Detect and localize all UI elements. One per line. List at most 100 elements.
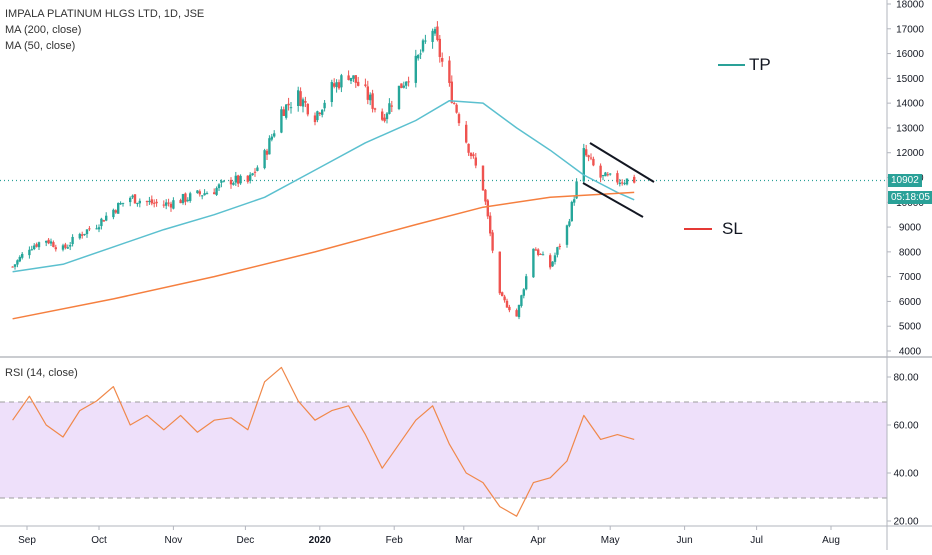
candle-body	[618, 182, 621, 185]
candle-body	[268, 138, 271, 155]
price-tick-label: 15000	[896, 74, 924, 85]
candle-body	[491, 232, 494, 251]
candle-body	[61, 245, 65, 250]
candle-body	[318, 112, 321, 115]
candle-body	[237, 175, 240, 184]
candle-body	[222, 180, 225, 182]
candle-body	[265, 150, 269, 155]
candle-body	[97, 227, 101, 230]
candle-body	[196, 190, 199, 194]
tp-label[interactable]: TP	[749, 55, 771, 74]
price-tick-label: 17000	[896, 24, 924, 35]
candle-body	[354, 75, 357, 83]
candle-body	[441, 58, 444, 62]
candle-body	[165, 202, 168, 206]
candle-body	[585, 149, 588, 156]
candle-body	[616, 173, 619, 183]
candle-body	[551, 261, 554, 267]
time-tick-label: Dec	[237, 535, 255, 546]
candle-body	[472, 154, 475, 157]
candle-body	[388, 103, 391, 114]
candle-body	[414, 55, 417, 83]
candle-body	[383, 117, 386, 122]
candle-body	[253, 171, 257, 173]
candle-body	[270, 136, 273, 140]
candle-body	[373, 108, 377, 110]
price-tick-label: 13000	[896, 123, 924, 134]
candle-body	[119, 203, 122, 205]
candle-body	[589, 157, 593, 159]
candle-body	[385, 113, 389, 120]
price-tick-label: 18000	[896, 0, 924, 11]
candle-body	[469, 152, 473, 157]
candle-body	[287, 103, 290, 106]
time-tick-label: May	[601, 535, 620, 546]
candle-body	[189, 193, 192, 201]
candle-body	[438, 38, 441, 57]
candle-body	[289, 107, 293, 109]
candle-body	[13, 264, 17, 267]
candle-body	[517, 304, 521, 318]
candle-body	[340, 75, 343, 88]
candle-body	[172, 200, 175, 209]
candle-body	[436, 26, 439, 40]
candles	[11, 21, 636, 320]
time-tick-label: Jul	[750, 535, 763, 546]
candle-body	[431, 30, 434, 42]
ma50-legend[interactable]: MA (50, close)	[5, 40, 76, 52]
candle-body	[570, 201, 573, 222]
price-tick-label: 8000	[899, 247, 922, 258]
ma200-legend[interactable]: MA (200, close)	[5, 24, 82, 36]
candle-body	[256, 167, 259, 171]
candle-body	[37, 242, 41, 248]
price-tick-label: 6000	[899, 297, 922, 308]
time-tick-label: Apr	[530, 535, 546, 546]
rsi-legend[interactable]: RSI (14, close)	[5, 367, 78, 379]
candle-body	[213, 192, 216, 195]
candle-body	[95, 228, 98, 230]
candle-body	[604, 172, 607, 177]
candle-body	[205, 193, 209, 195]
candle-body	[45, 240, 48, 243]
candle-body	[18, 256, 21, 262]
ma50-line[interactable]	[12, 99, 635, 273]
candle-body	[11, 266, 14, 268]
time-tick-label: Oct	[91, 535, 107, 546]
candle-body	[397, 85, 401, 109]
ma200-line[interactable]	[12, 191, 635, 320]
time-tick-label: Sep	[18, 535, 36, 546]
candle-body	[217, 184, 221, 189]
candle-body	[249, 174, 252, 181]
candle-body	[138, 200, 141, 204]
candle-body	[232, 182, 235, 185]
channel-upper-line[interactable]	[589, 142, 655, 183]
candle-body	[505, 300, 509, 308]
candle-body	[448, 60, 451, 83]
candle-body	[421, 40, 425, 52]
channel-lower-line[interactable]	[582, 182, 644, 218]
candle-body	[481, 165, 485, 191]
candle-body	[121, 202, 125, 204]
candle-body	[251, 173, 254, 176]
candle-body	[573, 199, 576, 203]
rsi-line[interactable]	[12, 366, 635, 517]
candle-body	[282, 109, 285, 116]
candle-body	[66, 247, 69, 249]
candle-body	[136, 202, 139, 205]
candle-body	[364, 84, 367, 86]
candle-body	[301, 99, 305, 107]
candle-body	[467, 143, 470, 153]
candle-body	[349, 77, 353, 82]
candle-body	[537, 249, 540, 255]
candle-body	[179, 200, 182, 204]
candle-body	[347, 75, 350, 80]
candle-body	[313, 115, 317, 123]
candle-body	[114, 210, 117, 213]
candle-body	[330, 82, 333, 103]
price-tick-label: 9000	[899, 223, 922, 234]
symbol-legend[interactable]: IMPALA PLATINUM HLGS LTD, 1D, JSE	[5, 8, 205, 20]
sl-label[interactable]: SL	[722, 219, 743, 238]
candle-body	[246, 175, 249, 182]
